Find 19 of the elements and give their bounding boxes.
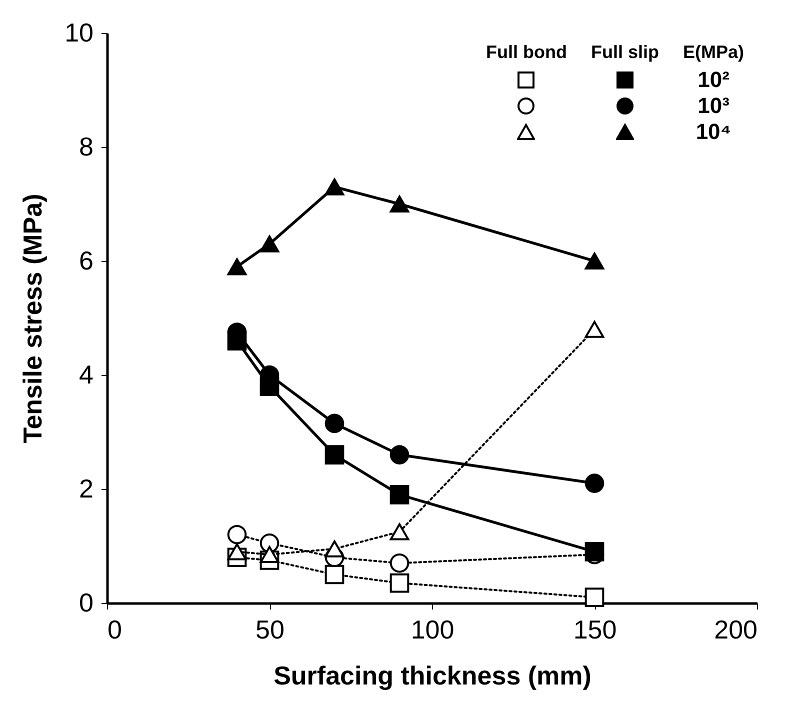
annotation: 10³: [696, 93, 730, 119]
y-tick-label: 4: [79, 360, 94, 390]
y-tick-label: 0: [79, 588, 94, 618]
x-tick-label: 200: [714, 614, 758, 644]
y-tick-label: 2: [79, 474, 94, 504]
x-tick-label: 50: [256, 614, 284, 644]
y-tick-label: 8: [79, 132, 94, 162]
y-axis-title: Tensile stress (MPa): [18, 194, 48, 444]
y-tick-label: 6: [79, 246, 94, 276]
x-tick-label: 100: [410, 614, 454, 644]
x-tick-label: 150: [573, 614, 617, 644]
annotation: Full bond: [484, 42, 568, 64]
x-axis-title: Surfacing thickness (mm): [274, 660, 592, 690]
annotation: E(MPa): [682, 42, 745, 64]
annotation: 10²: [696, 67, 730, 93]
x-tick-label: 0: [108, 614, 122, 644]
annotation: Full slip: [590, 42, 660, 64]
y-tick-label: 10: [64, 18, 94, 48]
annotation: 10⁴: [694, 119, 732, 145]
